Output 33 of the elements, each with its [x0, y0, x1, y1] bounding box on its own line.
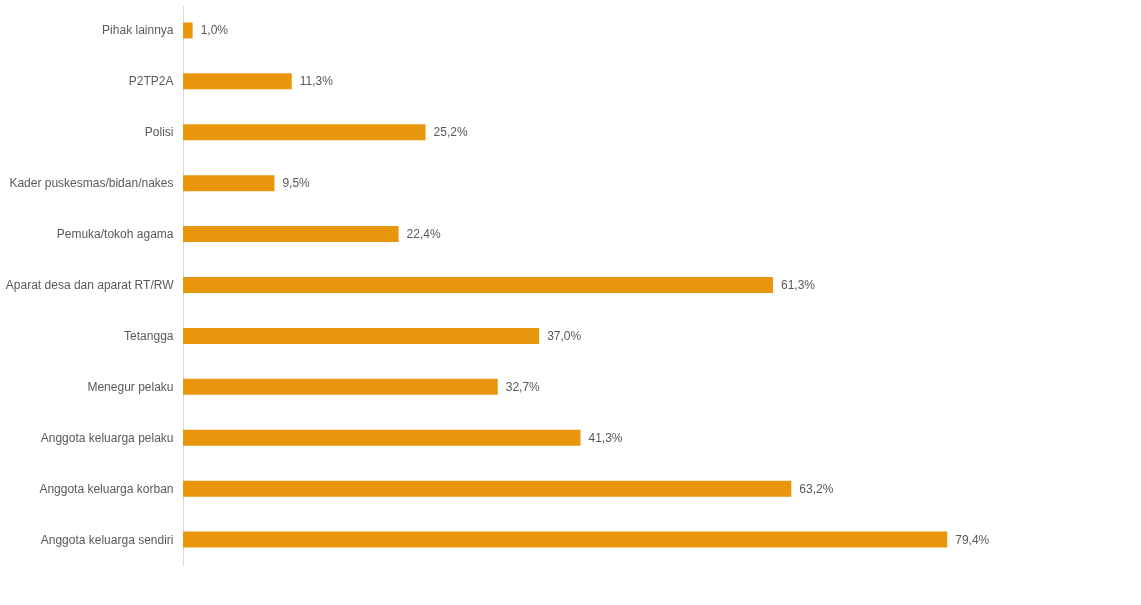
data-label: 1,0%	[200, 23, 229, 38]
data-label: 11,3%	[299, 74, 334, 89]
y-tick-label: Anggota keluarga korban	[39, 481, 174, 496]
y-tick-label: Kader puskesmas/bidan/nakes	[9, 176, 174, 191]
y-tick-label: P2TP2A	[128, 74, 174, 89]
bar	[183, 327, 540, 344]
data-label: 37,0%	[547, 328, 582, 343]
data-label: 63,2%	[799, 481, 834, 496]
data-label: 25,2%	[433, 125, 468, 140]
y-tick-label: Menegur pelaku	[87, 379, 174, 394]
y-tick-label: Anggota keluarga pelaku	[40, 430, 174, 445]
y-tick-label: Pihak lainnya	[102, 23, 174, 38]
y-tick-label: Aparat desa dan aparat RT/RW	[5, 278, 175, 292]
y-tick-label: Polisi	[144, 125, 174, 140]
bar	[183, 226, 399, 243]
data-label: 79,4%	[955, 532, 990, 547]
bar	[183, 531, 948, 548]
data-label: 32,7%	[505, 379, 541, 394]
bar	[183, 378, 498, 395]
bar	[183, 124, 426, 141]
bar	[183, 73, 292, 90]
y-tick-label: Anggota keluarga sendiri	[40, 532, 174, 547]
bar	[183, 22, 193, 39]
bar	[183, 175, 275, 192]
data-label: 41,3%	[588, 430, 623, 445]
bar	[183, 480, 792, 497]
data-label: 61,3%	[781, 278, 816, 292]
bar	[183, 277, 774, 293]
bar	[183, 429, 581, 446]
y-tick-label: Tetangga	[124, 328, 174, 343]
data-label: 22,4%	[406, 227, 441, 242]
data-label: 9,5%	[282, 176, 311, 191]
y-tick-label: Pemuka/tokoh agama	[56, 227, 174, 242]
